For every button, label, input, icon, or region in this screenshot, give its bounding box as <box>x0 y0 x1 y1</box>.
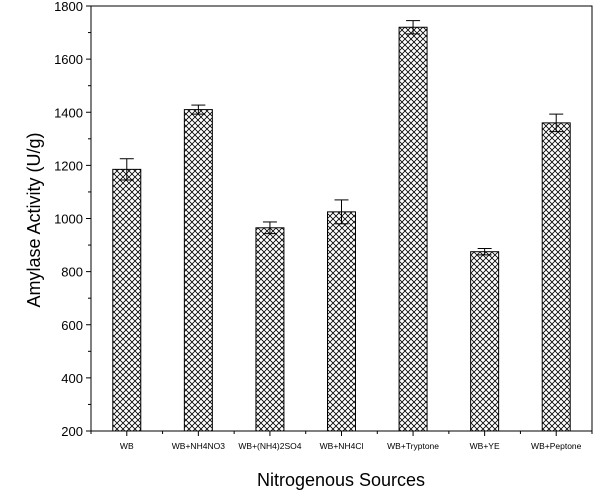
y-tick-label: 1400 <box>54 105 83 120</box>
x-tick-label: WB+YE <box>470 441 500 451</box>
bar-2 <box>255 227 285 432</box>
bar-1 <box>183 109 213 432</box>
y-tick-label: 1000 <box>54 212 83 227</box>
x-tick-label: WB+Tryptone <box>387 441 439 451</box>
bar-4 <box>398 26 428 432</box>
y-tick-label: 200 <box>61 424 83 439</box>
x-tick-label: WB <box>120 441 134 451</box>
y-axis-title: Amylase Activity (U/g) <box>24 132 44 307</box>
bar-6 <box>541 122 571 432</box>
y-tick-label: 800 <box>61 265 83 280</box>
x-tick-label: WB+(NH4)2SO4 <box>238 441 301 451</box>
y-tick-label: 1600 <box>54 52 83 67</box>
bar-3 <box>327 211 356 432</box>
x-tick-label: WB+Peptone <box>531 441 582 451</box>
y-tick-label: 1200 <box>54 158 83 173</box>
x-tick-label: WB+NH4NO3 <box>172 441 225 451</box>
y-tick-label: 600 <box>61 318 83 333</box>
y-tick-label: 400 <box>61 371 83 386</box>
x-axis-title: Nitrogenous Sources <box>257 470 425 490</box>
x-tick-label: WB+NH4Cl <box>320 441 364 451</box>
bar-0 <box>112 168 142 432</box>
y-tick-label: 1800 <box>54 0 83 14</box>
bar-5 <box>470 251 500 432</box>
plot-area: 200 400 600 800 1000 1200 1400 1600 1800 WB WB+NH4… <box>54 0 593 451</box>
